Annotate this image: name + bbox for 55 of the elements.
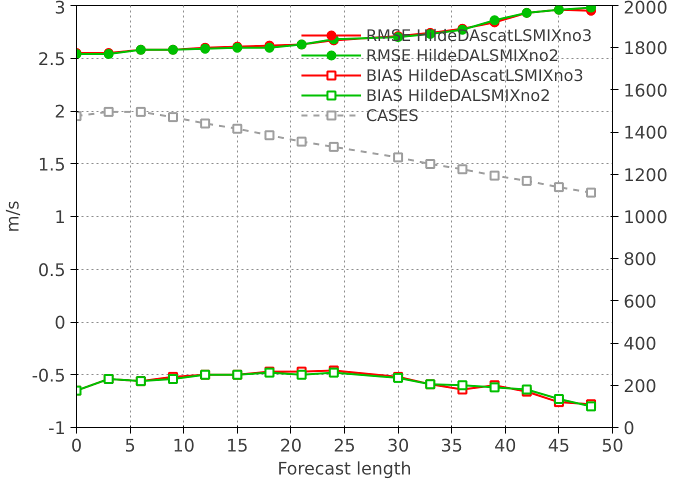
y2-tick-label: 1800 <box>624 39 668 60</box>
x-tick-label: 20 <box>280 436 302 456</box>
point <box>328 142 339 152</box>
x-axis-title: Forecast length <box>277 460 412 480</box>
x-tick-label: 35 <box>440 436 463 456</box>
y-tick-label: 1.5 <box>38 155 66 176</box>
y-tick-label: 2 <box>54 102 66 122</box>
point <box>586 188 596 198</box>
y2-tick-label: 200 <box>624 376 657 397</box>
y-tick-label: -1 <box>48 419 66 439</box>
x-tick-label: 15 <box>226 436 248 456</box>
legend-label: RMSE HildeDALSMIXno2 <box>366 46 559 64</box>
x-tick-label: 30 <box>387 436 410 456</box>
y2-tick-label: 800 <box>624 250 657 270</box>
x-tick-label: 0 <box>70 436 82 456</box>
point <box>264 130 274 140</box>
point <box>232 124 242 134</box>
y2-tick-label: 600 <box>624 292 657 312</box>
y2-tick-label: 1600 <box>624 81 668 102</box>
y-tick-label: 0 <box>54 314 66 334</box>
point <box>296 370 307 380</box>
y-tick-label: 0.5 <box>38 260 66 281</box>
y-tick-label: 2.5 <box>38 50 66 70</box>
y-axis-title: m/s <box>4 200 24 232</box>
legend-label: BIAS HildeDAscatLSMIXno3 <box>366 66 584 84</box>
point <box>554 394 564 404</box>
point <box>168 112 178 122</box>
legend-label: CASES <box>366 106 418 124</box>
x-tick-label: 50 <box>601 436 624 456</box>
y-tick-label: 1 <box>54 208 66 228</box>
point <box>457 380 468 390</box>
y2-tick-label: 1000 <box>624 208 668 228</box>
x-tick-label: 40 <box>494 436 516 456</box>
point <box>296 136 307 147</box>
y2-tick-label: 1400 <box>624 124 668 144</box>
y-tick-label: -0.5 <box>32 366 66 386</box>
point <box>136 106 146 117</box>
point <box>522 176 532 186</box>
point <box>457 164 468 174</box>
point <box>425 158 436 169</box>
legend-label: BIAS HildeDALSMIXno2 <box>366 86 550 104</box>
point <box>104 106 114 117</box>
point <box>490 170 500 181</box>
x-tick-label: 5 <box>124 436 136 456</box>
y-tick-label: 3 <box>54 0 66 18</box>
x-tick-label: 45 <box>548 436 570 456</box>
y2-tick-label: 400 <box>624 334 657 355</box>
point <box>200 118 210 128</box>
y2-tick-label: 1200 <box>624 166 668 186</box>
point <box>554 182 564 192</box>
x-tick-label: 25 <box>333 436 356 456</box>
y2-tick-label: 0 <box>624 419 635 439</box>
point <box>393 152 404 162</box>
x-tick-label: 10 <box>172 436 195 456</box>
y2-tick-label: 2000 <box>624 0 668 18</box>
